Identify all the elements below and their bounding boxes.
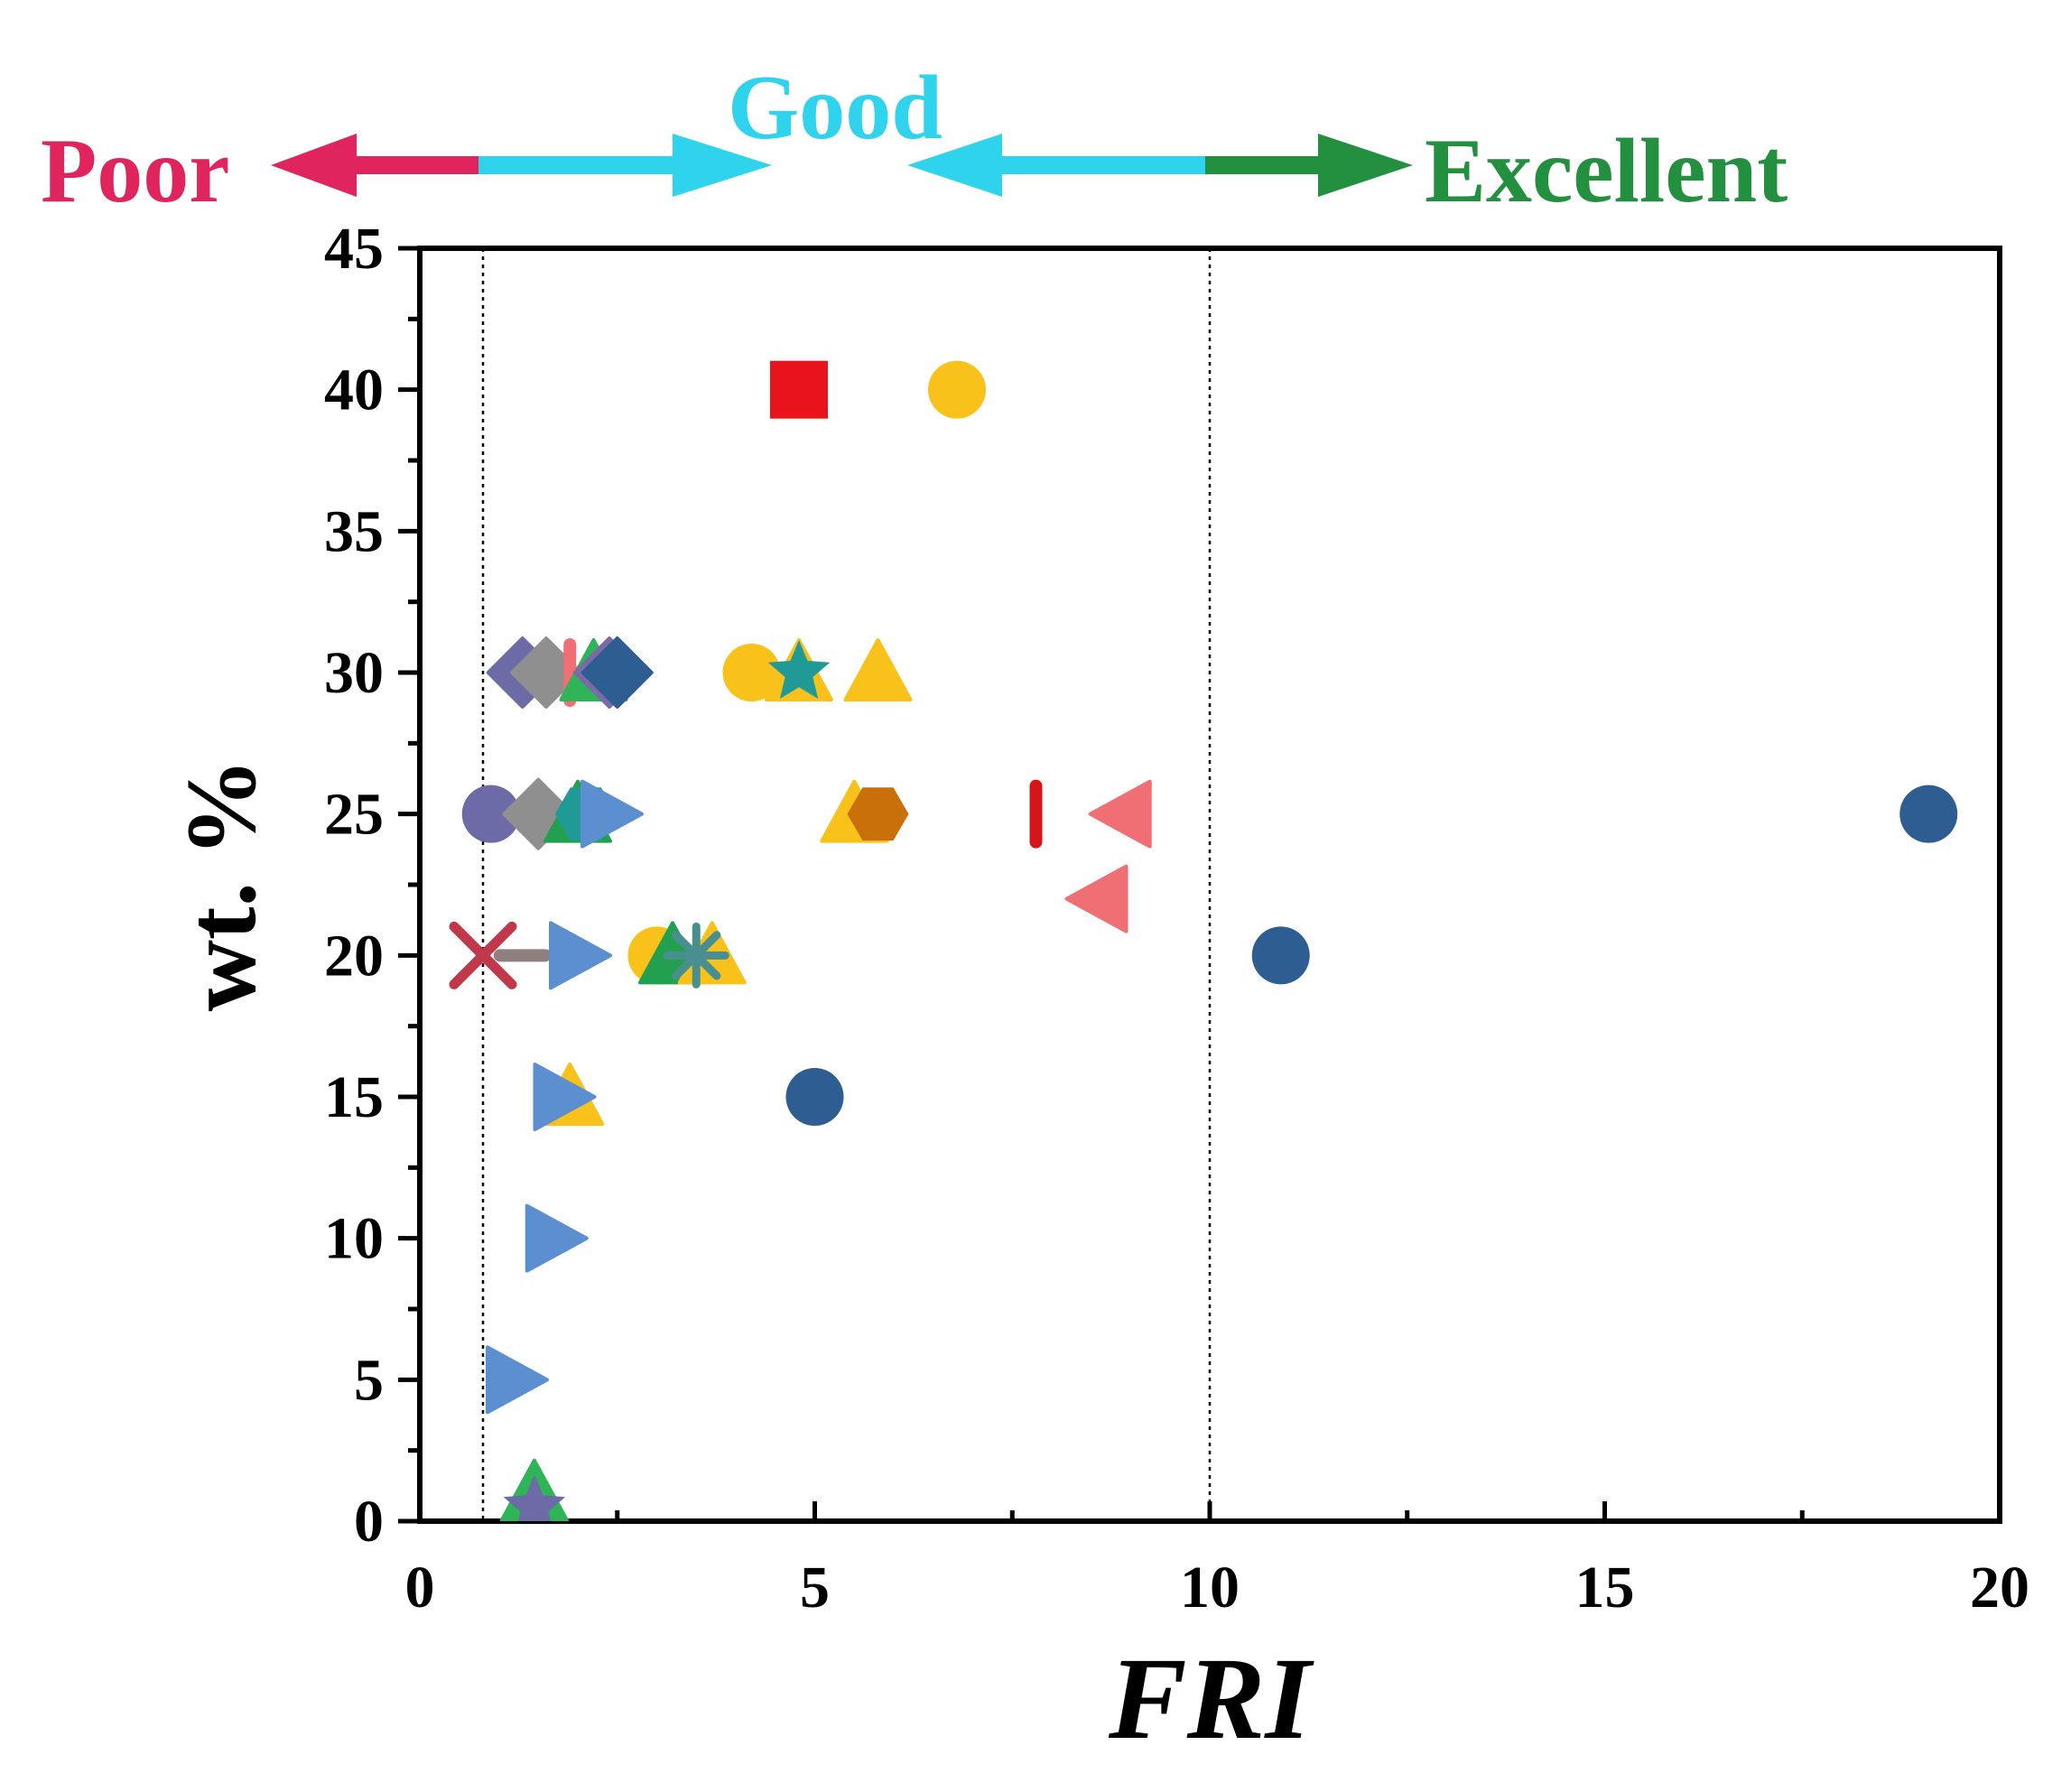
y-tick-label: 5: [354, 1347, 384, 1413]
poor-arrow-shaft: [352, 156, 478, 174]
data-point-triangle-right: [486, 1345, 549, 1415]
x-tick-label: 5: [800, 1555, 830, 1620]
excellent-arrow-shaft: [1205, 156, 1323, 174]
good-left-arrow-head: [673, 134, 772, 197]
data-point-asterisk: [663, 922, 729, 989]
x-tick-label: 20: [1970, 1555, 2029, 1620]
x-tick-label: 15: [1575, 1555, 1635, 1620]
y-tick-label: 35: [324, 498, 384, 564]
data-point-diamond: [580, 636, 654, 709]
y-axis-tick-labels: 0 5 10 15 20 25 30 35 40 45: [324, 216, 384, 1555]
data-point-triangle-right: [580, 779, 644, 849]
data-point-circle: [928, 360, 986, 419]
data-point-triangle-right: [525, 1203, 589, 1273]
reference-lines: [481, 248, 1212, 1521]
data-point-triangle-right: [549, 921, 612, 990]
y-tick-label: 25: [324, 782, 384, 848]
data-point-square: [770, 360, 828, 419]
good-right-arrow-head: [907, 134, 1002, 197]
data-point-hexagon: [847, 787, 909, 841]
data-point-triangle-right: [533, 1063, 597, 1131]
y-tick-label: 10: [324, 1206, 384, 1272]
y-axis-label: wt. %: [166, 757, 276, 1011]
excellent-arrow-head: [1318, 134, 1413, 197]
data-point-x: [449, 921, 517, 989]
data-point-star: [503, 1474, 566, 1521]
scale-label-good: Good: [728, 57, 943, 159]
good-left-arrow-shaft: [478, 156, 677, 174]
x-axis-ticks: [417, 1501, 2002, 1521]
data-point-triangle-left: [1064, 864, 1128, 933]
data-point-vbar: [1029, 779, 1043, 849]
x-tick-label: 10: [1180, 1555, 1240, 1620]
x-axis-tick-labels: 0 5 10 15 20: [405, 1555, 2030, 1620]
data-point-circle: [722, 644, 781, 701]
poor-arrow-head: [271, 134, 357, 197]
y-tick-label: 45: [324, 216, 384, 282]
y-tick-label: 0: [354, 1489, 384, 1555]
data-point-circle: [785, 1068, 844, 1126]
scale-label-excellent: Excellent: [1425, 120, 1788, 222]
x-tick-label: 0: [405, 1555, 435, 1620]
data-point-triangle-left: [1088, 779, 1152, 849]
x-axis-label: FRI: [1108, 1634, 1314, 1764]
data-point-circle: [1899, 785, 1958, 843]
data-point-triangle-up: [843, 638, 913, 701]
x-marker-stroke: [449, 921, 517, 989]
data-point-minus: [493, 949, 552, 962]
y-tick-label: 20: [324, 923, 384, 989]
scale-label-poor: Poor: [41, 120, 230, 222]
data-point-circle: [461, 785, 520, 843]
y-tick-label: 15: [324, 1064, 384, 1130]
y-tick-label: 30: [324, 640, 384, 706]
y-tick-label: 40: [324, 357, 384, 423]
data-point-star: [767, 640, 831, 700]
data-points: [449, 360, 1958, 1521]
data-point-circle: [1251, 926, 1310, 985]
rating-scale-banner: Poor Good Excellent: [41, 57, 1788, 222]
asterisk-marker-stroke: [672, 931, 721, 980]
good-right-arrow-shaft: [998, 156, 1205, 174]
y-axis-ticks: [398, 246, 420, 1524]
